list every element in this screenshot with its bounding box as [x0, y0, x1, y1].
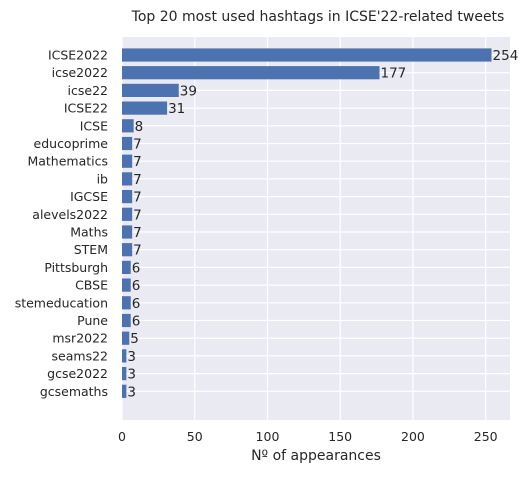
value-label: 7 — [133, 190, 142, 206]
value-label: 3 — [127, 349, 136, 365]
bar-cbse — [122, 278, 131, 292]
bar-icse — [122, 119, 134, 133]
bar-stem — [122, 243, 133, 257]
bar-igcse — [122, 190, 133, 204]
x-tick-label: 250 — [474, 429, 498, 444]
bar-alevels2022 — [122, 207, 133, 221]
y-tick-label: icse22 — [68, 83, 108, 98]
value-label: 3 — [127, 384, 136, 400]
y-tick-label: alevels2022 — [32, 207, 108, 222]
value-label: 7 — [133, 243, 142, 259]
y-tick-label: gcsemaths — [40, 384, 108, 399]
y-tick-label: seams22 — [52, 348, 108, 363]
y-tick-label: stemeducation — [15, 295, 108, 310]
x-tick-label: 100 — [256, 429, 280, 444]
value-label: 6 — [132, 278, 141, 294]
y-tick-label: msr2022 — [52, 331, 108, 346]
x-tick-labels: 0 50 100 150 200 250 — [118, 429, 498, 444]
bar-stemeducation — [122, 296, 131, 310]
bar-icse22 — [122, 101, 168, 115]
y-tick-label: ICSE2022 — [48, 48, 108, 63]
value-label: 31 — [168, 101, 185, 117]
value-label: 8 — [135, 119, 144, 135]
value-label: 7 — [133, 172, 142, 188]
y-tick-label: STEM — [74, 242, 108, 257]
bar-msr2022 — [122, 331, 130, 345]
bar-educoprime — [122, 136, 133, 151]
x-tick-label: 50 — [187, 429, 203, 444]
value-label: 3 — [127, 367, 136, 383]
x-axis-label: Nº of appearances — [251, 448, 381, 464]
bar-icse22 — [122, 83, 179, 97]
bar-icse2022 — [122, 48, 492, 62]
x-tick-label: 200 — [401, 429, 425, 444]
y-tick-label: ib — [97, 171, 108, 186]
x-tick-label: 150 — [328, 429, 352, 444]
value-label: 254 — [493, 48, 519, 64]
value-label: 177 — [381, 66, 407, 82]
value-label: 6 — [132, 296, 141, 312]
value-label: 7 — [133, 207, 142, 223]
y-tick-label: ICSE22 — [64, 101, 108, 116]
bar-ib — [122, 172, 133, 186]
value-label: 5 — [130, 331, 139, 347]
bar-icse2022 — [122, 66, 380, 80]
bar-seams22 — [122, 349, 127, 363]
y-tick-label: Pune — [77, 313, 108, 328]
value-label: 7 — [133, 154, 142, 170]
y-tick-label: Pittsburgh — [44, 260, 108, 275]
bar-pune — [122, 313, 131, 328]
y-tick-label: CBSE — [75, 278, 108, 293]
y-tick-label: educoprime — [34, 136, 109, 151]
bar-maths — [122, 225, 133, 239]
bar-mathematics — [122, 154, 133, 168]
value-label: 6 — [132, 260, 141, 276]
y-tick-label: icse2022 — [52, 65, 108, 80]
bar-gcsemaths — [122, 384, 127, 398]
value-label: 6 — [132, 314, 141, 330]
bars — [122, 48, 492, 398]
y-tick-labels: ICSE2022 icse2022 icse22 ICSE22 ICSE educopri… — [15, 48, 109, 399]
bar-gcse2022 — [122, 367, 127, 381]
gridlines — [121, 37, 510, 420]
value-label: 7 — [133, 137, 142, 153]
y-tick-label: Mathematics — [27, 154, 108, 169]
bar-pittsburgh — [122, 260, 131, 274]
value-label: 7 — [133, 225, 142, 241]
y-tick-label: Maths — [70, 225, 108, 240]
y-tick-label: gcse2022 — [47, 366, 108, 381]
x-tick-label: 0 — [118, 429, 126, 444]
chart-title: Top 20 most used hashtags in ICSE'22-rel… — [131, 9, 505, 25]
y-tick-label: IGCSE — [70, 189, 108, 204]
value-label: 39 — [180, 83, 197, 99]
y-tick-label: ICSE — [80, 118, 108, 133]
